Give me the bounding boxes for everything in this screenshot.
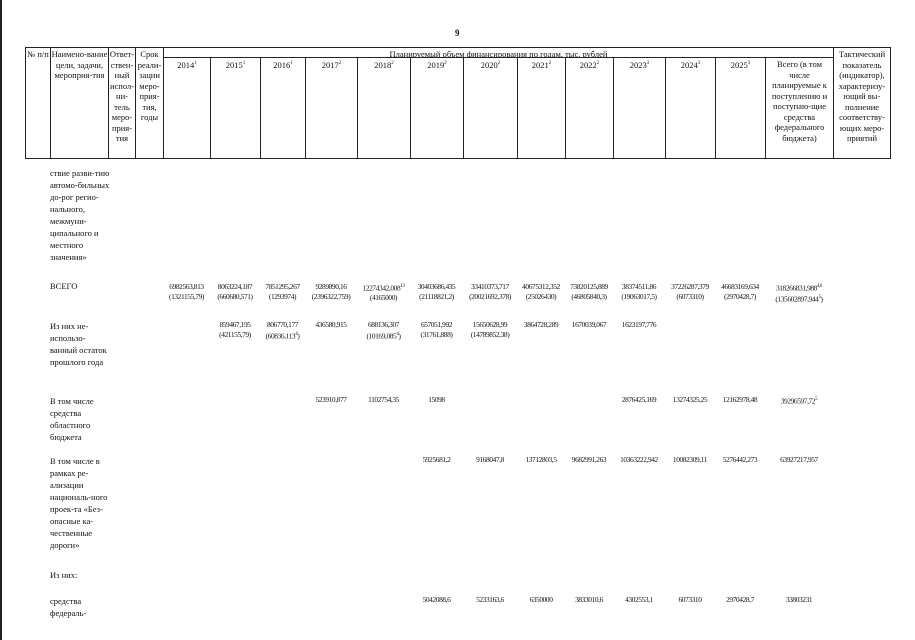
value-cell: 37226287,379 (6073310) bbox=[671, 282, 709, 301]
header-year: 20233 bbox=[613, 57, 666, 159]
value-cell: 9289890,16 (2396322,759) bbox=[311, 282, 351, 301]
value-cell: 2876425,169 bbox=[621, 395, 657, 404]
value-cell: 46683169,634 (2970428,7) bbox=[721, 282, 759, 301]
header-year: 20243 bbox=[665, 57, 716, 159]
value-cell: 5042088,6 bbox=[422, 595, 451, 604]
header-year: 20222 bbox=[565, 57, 614, 159]
header-year: 20151 bbox=[210, 57, 261, 159]
header-responsible: Ответ-ствен-ный испол-ни-тель меро-прия-… bbox=[108, 47, 136, 159]
value-cell: 1670039,067 bbox=[571, 320, 607, 329]
value-cell: 806770,177 (60836,1134) bbox=[265, 320, 300, 341]
value-cell: 10082309,11 bbox=[672, 455, 708, 464]
header-year: 20253 bbox=[715, 57, 766, 159]
value-cell: 1623197,776 bbox=[621, 320, 657, 329]
value-cell: 33803231 bbox=[785, 595, 813, 604]
value-cell: 5233163,6 bbox=[476, 595, 504, 604]
row-label: В том числе в рамках ре-ализации национа… bbox=[50, 456, 108, 550]
value-cell: 9168047,8 bbox=[476, 455, 504, 464]
header-year: 20172 bbox=[305, 57, 358, 159]
row-label: ствие разви-тию автомо-бильных до-рог ре… bbox=[50, 168, 110, 262]
value-cell: 6350000 bbox=[529, 595, 553, 604]
value-cell: 3864728,289 bbox=[523, 320, 559, 329]
value-cell: 6982563,813 (1321155,79) bbox=[169, 282, 204, 301]
value-cell: 12162978,48 bbox=[722, 395, 758, 404]
value-cell: 3833010,6 bbox=[575, 595, 603, 604]
header-year: 20202 bbox=[463, 57, 518, 159]
value-cell: 10363222,942 bbox=[620, 455, 658, 464]
value-cell: 38374511,86 (19063017,5) bbox=[621, 282, 657, 301]
header-term: Срок реали-зации меро-прия-тия, годы bbox=[135, 47, 164, 159]
value-cell: 73820125,889 (46805840,3) bbox=[570, 282, 608, 301]
header-total: Всего (в том числе планируемые к поступл… bbox=[765, 57, 834, 159]
header-year: 20161 bbox=[260, 57, 306, 159]
value-cell: 6073310 bbox=[678, 595, 702, 604]
value-cell: 688136,307 (10169,0854) bbox=[366, 320, 401, 341]
value-cell: 1102754,35 bbox=[368, 395, 399, 404]
header-num: № п/п bbox=[25, 47, 51, 159]
value-cell: 33410373,717 (20021692,378) bbox=[469, 282, 511, 301]
value-cell: 40675312,352 (25026430) bbox=[522, 282, 560, 301]
value-cell: 7851295,267 (1293974) bbox=[265, 282, 300, 301]
value-cell: 8063224,187 (660680,571) bbox=[217, 282, 253, 301]
value-cell: 859467,195 (421155,79) bbox=[219, 320, 251, 339]
page-number: 9 bbox=[455, 28, 460, 38]
value-cell: 15650628,99 (14789852,38) bbox=[470, 320, 510, 339]
value-cell: 436580,915 bbox=[315, 320, 347, 329]
value-cell: 2970428,7 bbox=[726, 595, 754, 604]
value-cell: 13274325,25 bbox=[672, 395, 708, 404]
header-year: 20141 bbox=[163, 57, 211, 159]
value-cell: 4302553,1 bbox=[625, 595, 653, 604]
value-cell: 9682991,263 bbox=[571, 455, 607, 464]
row-label: ВСЕГО bbox=[50, 281, 78, 291]
value-cell: 12274342,00813 (4165000) bbox=[362, 283, 405, 303]
row-label: Из них: bbox=[50, 570, 78, 580]
value-cell: 523910,877 bbox=[315, 395, 347, 404]
value-cell: 63927217,957 bbox=[780, 455, 818, 464]
value-cell: 13712803,5 bbox=[525, 455, 557, 464]
value-cell: 657051,992 (31761,888) bbox=[420, 320, 453, 339]
value-cell: 39296597,725 bbox=[780, 396, 818, 406]
value-cell: 5925681,2 bbox=[422, 455, 451, 464]
scan-edge bbox=[0, 0, 2, 640]
value-cell: 30403686,435 (21118821,2) bbox=[417, 282, 456, 301]
value-cell: 5276442,273 bbox=[722, 455, 758, 464]
value-cell: 15098 bbox=[428, 395, 445, 404]
header-year: 20182 bbox=[357, 57, 411, 159]
row-label: средства федераль- bbox=[50, 596, 87, 618]
row-label: Из них не-использо-ванный остаток прошло… bbox=[50, 321, 107, 367]
row-label: В том числе средства областного бюджета bbox=[50, 396, 94, 442]
header-year: 20212 bbox=[517, 57, 566, 159]
header-name: Наимено-вание цели, задачи, мероприя-тия bbox=[50, 47, 109, 159]
header-year: 20192 bbox=[410, 57, 464, 159]
header-indicator: Тактический показатель (индикатор), хара… bbox=[833, 47, 891, 159]
value-cell: 318266831,9884,6 (135602897,9445) bbox=[775, 283, 823, 304]
